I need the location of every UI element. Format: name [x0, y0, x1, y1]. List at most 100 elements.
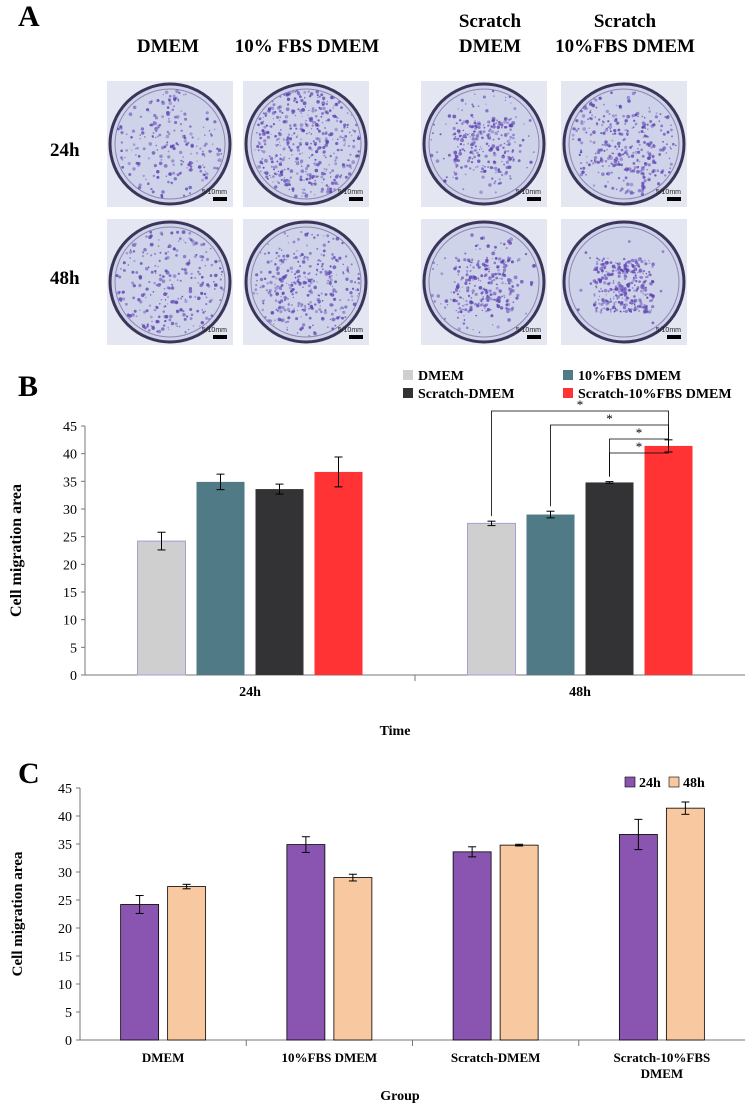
stained-cell: [336, 183, 339, 186]
stained-cell: [509, 237, 513, 241]
stained-cell: [164, 299, 167, 301]
stained-cell: [492, 90, 495, 93]
stained-cell: [339, 135, 342, 139]
stained-cell: [129, 249, 132, 251]
stained-cell: [173, 248, 176, 251]
stained-cell: [277, 137, 280, 141]
stained-cell: [505, 299, 509, 303]
stained-cell: [142, 251, 145, 254]
stained-cell: [156, 175, 160, 179]
stained-cell: [300, 163, 302, 165]
stained-cell: [621, 297, 624, 299]
stained-cell: [160, 279, 162, 281]
stained-cell: [594, 152, 597, 155]
stained-cell: [480, 236, 484, 240]
stained-cell: [599, 310, 603, 314]
stained-cell: [614, 145, 617, 148]
stained-cell: [335, 103, 338, 105]
stained-cell: [470, 113, 474, 117]
stained-cell: [620, 163, 623, 167]
significance-star: *: [606, 411, 613, 426]
stained-cell: [467, 123, 469, 125]
stained-cell: [462, 297, 465, 300]
stained-cell: [262, 166, 265, 169]
stained-cell: [262, 150, 266, 154]
stained-cell: [282, 120, 286, 124]
stained-cell: [181, 230, 186, 234]
stained-cell: [640, 172, 643, 175]
stained-cell: [479, 146, 482, 148]
y-tick-label: 25: [58, 894, 72, 909]
stained-cell: [252, 291, 256, 295]
stained-cell: [455, 289, 458, 293]
stained-cell: [146, 252, 149, 255]
stained-cell: [648, 270, 651, 274]
stained-cell: [493, 95, 495, 97]
stained-cell: [593, 302, 597, 306]
stained-cell: [607, 257, 609, 260]
stained-cell: [572, 127, 576, 131]
stained-cell: [652, 159, 655, 162]
stained-cell: [344, 305, 348, 309]
stained-cell: [143, 326, 147, 330]
stained-cell: [494, 131, 498, 135]
stained-cell: [469, 270, 472, 272]
stained-cell: [450, 298, 452, 301]
stained-cell: [217, 148, 222, 152]
stained-cell: [641, 306, 644, 309]
stained-cell: [168, 318, 172, 322]
stained-cell: [332, 237, 335, 240]
stained-cell: [306, 143, 309, 146]
stained-cell: [315, 90, 319, 94]
stained-cell: [332, 258, 334, 260]
stained-cell: [200, 243, 203, 247]
stained-cell: [626, 182, 630, 186]
stained-cell: [608, 125, 613, 129]
stained-cell: [622, 114, 625, 118]
stained-cell: [299, 254, 302, 258]
stained-cell: [343, 123, 347, 127]
stained-cell: [131, 129, 136, 133]
stained-cell: [297, 276, 299, 278]
stained-cell: [307, 90, 310, 93]
stained-cell: [324, 143, 328, 148]
stained-cell: [342, 136, 344, 139]
stained-cell: [279, 116, 281, 118]
stained-cell: [466, 303, 469, 306]
stained-cell: [254, 288, 258, 292]
stained-cell: [161, 146, 165, 150]
stained-cell: [277, 317, 282, 322]
stained-cell: [474, 120, 476, 122]
stained-cell: [532, 264, 536, 268]
stained-cell: [627, 260, 631, 264]
stained-cell: [442, 157, 445, 160]
stained-cell: [197, 296, 201, 301]
stained-cell: [430, 138, 433, 141]
stained-cell: [598, 290, 601, 293]
stained-cell: [511, 306, 515, 310]
stained-cell: [620, 187, 624, 191]
stained-cell: [131, 313, 135, 317]
well-stain: [561, 81, 687, 207]
stained-cell: [491, 279, 494, 282]
stained-cell: [580, 120, 584, 123]
stained-cell: [605, 172, 608, 175]
stained-cell: [329, 154, 332, 158]
stained-cell: [497, 170, 501, 173]
stained-cell: [285, 274, 288, 277]
stained-cell: [641, 115, 644, 118]
stained-cell: [150, 123, 154, 127]
stained-cell: [648, 178, 651, 181]
stained-cell: [188, 295, 192, 299]
x-category-label: Scratch-DMEM: [451, 1050, 541, 1065]
stained-cell: [600, 302, 604, 306]
stained-cell: [273, 168, 275, 171]
stained-cell: [326, 234, 330, 238]
stained-cell: [634, 274, 637, 277]
stained-cell: [303, 255, 306, 258]
stained-cell: [350, 167, 353, 169]
stained-cell: [205, 316, 209, 320]
stained-cell: [633, 119, 636, 122]
stained-cell: [495, 171, 497, 174]
stained-cell: [322, 106, 326, 111]
